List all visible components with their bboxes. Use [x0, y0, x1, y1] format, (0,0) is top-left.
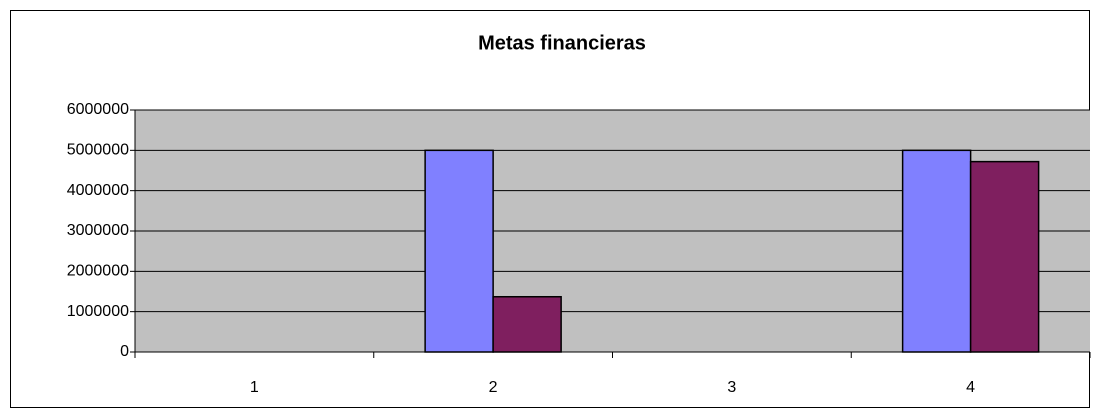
x-tick-label: 3 — [727, 379, 736, 396]
bar — [424, 149, 494, 353]
x-tick-label: 2 — [489, 379, 498, 396]
x-tick-label: 1 — [250, 379, 259, 396]
y-tick-label: 1000000 — [67, 303, 129, 320]
y-tick-label: 6000000 — [67, 101, 129, 118]
bar — [901, 149, 972, 353]
y-tick-label: 5000000 — [67, 142, 129, 159]
y-tick-label: 2000000 — [67, 263, 129, 280]
bar — [969, 160, 1040, 353]
y-tick-label: 4000000 — [67, 182, 129, 199]
bar — [492, 295, 562, 353]
y-tick-label: 0 — [120, 343, 129, 360]
chart-title: Metas financieras — [478, 32, 646, 54]
y-tick-label: 3000000 — [67, 222, 129, 239]
x-tick-label: 4 — [966, 379, 975, 396]
